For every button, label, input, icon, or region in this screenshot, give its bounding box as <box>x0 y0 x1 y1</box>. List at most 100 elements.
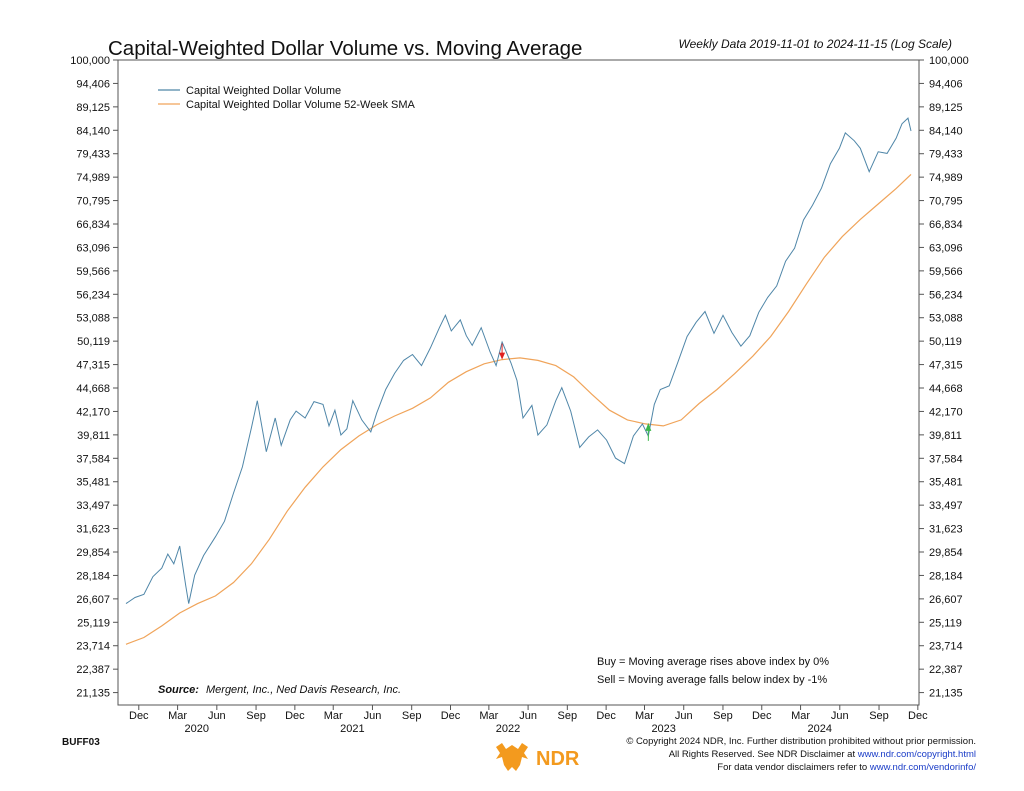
y-tick-label: 47,315 <box>929 360 963 372</box>
y-tick-label: 35,481 <box>929 477 963 489</box>
y-tick-label: 39,811 <box>929 430 962 442</box>
y-tick-label: 94,406 <box>929 78 963 90</box>
y-tick-label: 74,989 <box>76 172 110 184</box>
y-tick-label: 63,096 <box>76 242 110 254</box>
x-axis-years: 2020 2021 2022 2023 2024 <box>185 723 832 735</box>
copyright-line-3-text: For data vendor disclaimers refer to <box>717 762 870 773</box>
y-tick-label: 56,234 <box>929 289 963 301</box>
x-tick-label: Dec <box>129 710 149 722</box>
copyright-line-1: © Copyright 2024 NDR, Inc. Further distr… <box>626 736 976 747</box>
y-tick-label: 22,387 <box>929 664 963 676</box>
y-tick-label: 26,607 <box>929 594 963 606</box>
y-tick-label: 26,607 <box>76 594 110 606</box>
series-line-index <box>125 117 912 605</box>
y-tick-label: 100,000 <box>929 55 969 67</box>
x-tick-label: Dec <box>752 710 772 722</box>
x-year-label: 2022 <box>496 723 520 735</box>
x-tick-label: Sep <box>402 710 422 722</box>
x-tick-label: Sep <box>246 710 266 722</box>
y-tick-label: 44,668 <box>76 383 110 395</box>
y-tick-label: 63,096 <box>929 242 963 254</box>
y-tick-label: 79,433 <box>76 149 110 161</box>
y-tick-label: 23,714 <box>929 641 963 653</box>
copyright-line-2: All Rights Reserved. See NDR Disclaimer … <box>626 748 976 761</box>
x-tick-label: Sep <box>713 710 733 722</box>
copyright-block: © Copyright 2024 NDR, Inc. Further distr… <box>626 735 976 774</box>
y-tick-label: 42,170 <box>929 406 963 418</box>
chart-subtitle: Weekly Data 2019-11-01 to 2024-11-15 (Lo… <box>679 37 953 51</box>
y-tick-label: 44,668 <box>929 383 963 395</box>
x-tick-label: Mar <box>635 710 654 722</box>
x-tick-label: Jun <box>831 710 849 722</box>
x-year-label: 2021 <box>340 723 364 735</box>
y-tick-label: 29,854 <box>929 547 963 559</box>
y-tick-label: 89,125 <box>929 102 963 114</box>
series-line-sma <box>125 173 912 645</box>
buy-signal-arrowhead <box>645 422 652 431</box>
y-tick-label: 28,184 <box>76 570 110 582</box>
bull-bear-icon <box>496 743 528 771</box>
y-tick-label: 59,566 <box>76 266 110 278</box>
y-tick-label: 74,989 <box>929 172 963 184</box>
signal-markers <box>499 343 652 441</box>
y-tick-label: 21,135 <box>929 688 963 700</box>
y-tick-label: 53,088 <box>929 313 963 325</box>
y-tick-label: 37,584 <box>76 453 110 465</box>
sell-note: Sell = Moving average falls below index … <box>597 674 827 686</box>
x-year-label: 2024 <box>808 723 832 735</box>
x-tick-label: Dec <box>596 710 616 722</box>
y-tick-label: 33,497 <box>929 500 963 512</box>
y-tick-label: 84,140 <box>76 125 110 137</box>
chart-code: BUFF03 <box>62 737 100 748</box>
x-tick-label: Sep <box>869 710 889 722</box>
sell-signal-arrowhead <box>499 352 506 360</box>
y-axis-right: 21,135 22,387 23,714 25,119 26,607 28,184 29,8… <box>919 55 969 700</box>
x-year-label: 2023 <box>651 723 675 735</box>
x-tick-label: Dec <box>441 710 461 722</box>
y-tick-label: 79,433 <box>929 149 963 161</box>
copyright-line-3: For data vendor disclaimers refer to www… <box>626 761 976 774</box>
y-tick-label: 56,234 <box>76 289 110 301</box>
legend: Capital Weighted Dollar Volume Capital W… <box>158 85 416 111</box>
x-tick-label: Sep <box>558 710 578 722</box>
y-tick-label: 25,119 <box>77 617 110 629</box>
y-tick-label: 66,834 <box>929 219 963 231</box>
y-tick-label: 42,170 <box>76 406 110 418</box>
vendorinfo-link[interactable]: www.ndr.com/vendorinfo/ <box>869 762 976 773</box>
copyright-link[interactable]: www.ndr.com/copyright.html <box>857 749 976 760</box>
y-tick-label: 53,088 <box>76 313 110 325</box>
x-tick-label: Mar <box>168 710 187 722</box>
x-tick-label: Dec <box>908 710 928 722</box>
x-tick-label: Mar <box>479 710 498 722</box>
source-label: Source: <box>158 684 199 696</box>
y-tick-label: 100,000 <box>70 55 110 67</box>
y-tick-label: 89,125 <box>76 102 110 114</box>
y-axis-left: 21,135 22,387 23,714 25,119 26,607 28,184 29,8… <box>70 55 118 700</box>
x-axis: Dec Mar Jun Sep Dec Mar Jun Sep Dec Mar Jun Sep Dec M… <box>129 705 928 722</box>
x-tick-label: Jun <box>675 710 693 722</box>
x-tick-label: Jun <box>519 710 537 722</box>
buy-note: Buy = Moving average rises above index b… <box>597 656 829 668</box>
y-tick-label: 70,795 <box>76 196 110 208</box>
y-tick-label: 94,406 <box>76 78 110 90</box>
y-tick-label: 21,135 <box>76 688 110 700</box>
y-tick-label: 23,714 <box>76 641 110 653</box>
y-tick-label: 31,623 <box>929 524 963 536</box>
x-year-label: 2020 <box>185 723 209 735</box>
y-tick-label: 59,566 <box>929 266 963 278</box>
y-tick-label: 37,584 <box>929 453 963 465</box>
plot-area <box>117 59 920 706</box>
x-tick-label: Jun <box>364 710 382 722</box>
x-tick-label: Mar <box>791 710 810 722</box>
y-tick-label: 39,811 <box>77 430 110 442</box>
y-tick-label: 47,315 <box>76 360 110 372</box>
x-tick-label: Dec <box>285 710 305 722</box>
y-tick-label: 84,140 <box>929 125 963 137</box>
y-tick-label: 35,481 <box>76 477 110 489</box>
y-tick-label: 33,497 <box>76 500 110 512</box>
y-tick-label: 28,184 <box>929 570 963 582</box>
y-tick-label: 50,119 <box>929 336 962 348</box>
legend-label-sma: Capital Weighted Dollar Volume 52-Week S… <box>186 99 416 111</box>
y-tick-label: 22,387 <box>76 664 110 676</box>
